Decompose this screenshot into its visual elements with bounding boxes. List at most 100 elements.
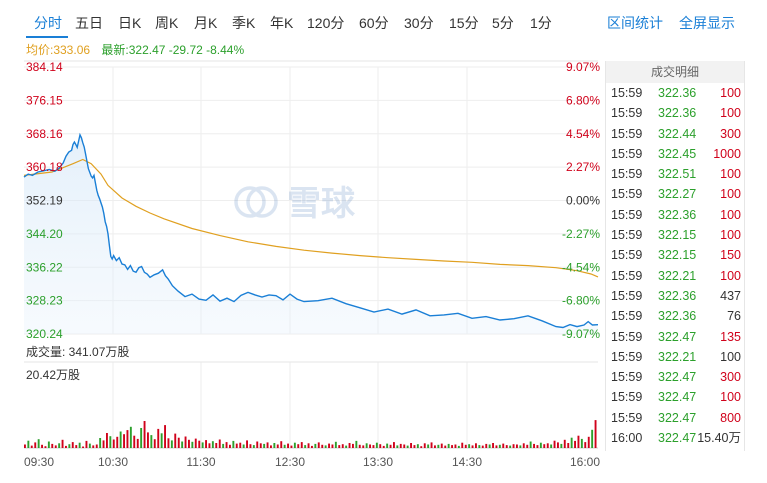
xueqiu-watermark: 雪球 — [234, 184, 356, 224]
volume-bar — [495, 445, 498, 448]
trade-row: 15:59 322.36 100 — [606, 83, 744, 103]
trade-volume: 100 — [720, 167, 741, 182]
trade-price: 322.51 — [658, 167, 697, 182]
tab-12[interactable]: 1分 — [530, 15, 552, 31]
tab-10[interactable]: 15分 — [449, 15, 479, 31]
trade-price: 322.27 — [658, 187, 697, 202]
trade-volume: 100 — [720, 86, 741, 100]
time-axis-label: 14:30 — [452, 455, 482, 469]
tab-5[interactable]: 季K — [232, 15, 256, 31]
volume-bar — [512, 444, 515, 448]
trade-price: 322.15 — [658, 248, 697, 263]
volume-bar — [557, 442, 559, 448]
volume-bar — [44, 446, 47, 448]
volume-bar — [529, 441, 532, 448]
time-axis-label: 09:30 — [24, 455, 54, 469]
trade-row: 15:59 322.51 100 — [606, 164, 744, 184]
trade-details-panel[interactable]: 成交明细 15:59 322.36 100 15:59 322.36 100 15:59 32… — [605, 61, 745, 451]
tab-2[interactable]: 日K — [118, 15, 142, 31]
range-stats-button[interactable]: 区间统计 — [607, 15, 663, 31]
volume-bar — [58, 443, 61, 448]
trade-row: 15:59 322.36 437 — [606, 286, 744, 306]
price-summary: 均价:333.06 最新:322.47 -29.72 -8.44% — [26, 41, 244, 58]
trade-time: 15:59 — [611, 329, 643, 344]
volume-bar — [317, 442, 320, 448]
tab-8[interactable]: 60分 — [359, 15, 389, 31]
price-axis-label: 352.19 — [26, 194, 63, 208]
trade-time: 15:59 — [611, 370, 643, 385]
trade-time: 15:59 — [611, 167, 643, 182]
volume-bar — [102, 440, 105, 448]
trade-row: 15:59 322.27 100 — [606, 184, 744, 204]
active-tab-underline — [26, 36, 68, 38]
volume-bar — [99, 438, 102, 448]
volume-bar — [457, 445, 460, 448]
volume-bar — [362, 445, 365, 448]
volume-bar — [256, 441, 259, 448]
volume-bar — [123, 434, 125, 448]
tab-6[interactable]: 年K — [270, 15, 294, 31]
trade-volume: 100 — [720, 187, 741, 202]
volume-bar — [143, 421, 146, 448]
trade-time: 15:59 — [611, 248, 643, 263]
volume-bar — [252, 445, 255, 448]
tab-3[interactable]: 周K — [155, 15, 179, 31]
tab-4[interactable]: 月K — [194, 15, 218, 31]
volume-bar — [560, 443, 563, 448]
volume-bar — [106, 433, 108, 448]
volume-bar — [34, 442, 37, 448]
volume-bar — [280, 441, 283, 448]
volume-bar — [406, 445, 409, 448]
trade-row: 15:59 322.15 150 — [606, 245, 744, 265]
volume-bar — [372, 445, 375, 448]
volume-bar — [410, 443, 412, 448]
tab-7[interactable]: 120分 — [307, 15, 345, 31]
volume-bar — [78, 442, 81, 448]
tab-9[interactable]: 30分 — [404, 15, 434, 31]
volume-bar — [331, 444, 334, 448]
volume-bar — [427, 444, 430, 448]
volume-bar — [167, 438, 170, 448]
trade-volume: 800 — [720, 410, 741, 425]
volume-bar — [239, 442, 242, 448]
fullscreen-button[interactable]: 全屏显示 — [679, 15, 735, 31]
volume-bar — [563, 439, 566, 448]
volume-bar — [92, 445, 95, 448]
volume-bar — [218, 439, 221, 448]
tab-11[interactable]: 5分 — [492, 15, 514, 31]
volume-bar — [174, 433, 177, 448]
trade-price: 322.47 — [658, 329, 697, 344]
trade-price: 322.36 — [658, 288, 697, 303]
price-axis-label: 344.20 — [26, 227, 63, 241]
trade-row: 15:59 322.21 100 — [606, 347, 744, 367]
volume-bar — [509, 445, 512, 448]
price-line — [23, 132, 599, 329]
trade-time: 15:59 — [611, 146, 643, 161]
volume-bar — [587, 436, 590, 448]
volume-bar — [116, 436, 119, 448]
volume-bar — [150, 435, 153, 448]
volume-bar — [481, 445, 484, 448]
tab-1[interactable]: 五日 — [75, 15, 103, 31]
volume-bar — [314, 443, 317, 448]
price-area-fill — [24, 134, 598, 334]
volume-bar — [543, 444, 546, 448]
price-axis-label: 336.22 — [26, 260, 63, 274]
volume-bar — [478, 445, 481, 448]
volume-bar — [65, 445, 67, 448]
trade-volume: 100 — [720, 106, 741, 121]
volume-bar — [208, 443, 211, 448]
volume-bar — [488, 444, 491, 448]
volume-bar — [546, 443, 549, 448]
trade-time: 15:59 — [611, 228, 643, 243]
volume-bar — [584, 442, 587, 448]
volume-bar — [420, 446, 423, 448]
volume-bar — [355, 440, 358, 448]
period-tabs: 分时 五日 日K 周K 月K 季K 年K 120分 60分 30分 15分 5分 1分 区间统计 全屏显… — [0, 0, 767, 40]
volume-bar — [30, 445, 33, 448]
tab-0[interactable]: 分时 — [34, 15, 62, 31]
time-axis-label: 16:00 — [570, 455, 600, 469]
percent-axis-label: 2.27% — [566, 160, 600, 174]
trade-volume: 300 — [720, 370, 741, 385]
